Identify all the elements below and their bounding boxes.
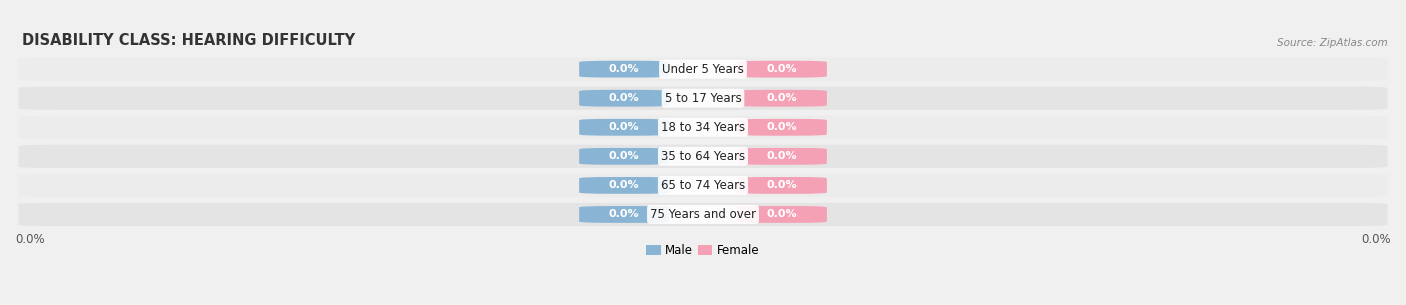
Text: 5 to 17 Years: 5 to 17 Years [665,92,741,105]
Text: 0.0%: 0.0% [609,93,640,103]
FancyBboxPatch shape [737,90,827,107]
Text: 0.0%: 0.0% [766,151,797,161]
FancyBboxPatch shape [579,61,669,77]
Text: 0.0%: 0.0% [766,180,797,190]
Text: 0.0%: 0.0% [609,122,640,132]
Legend: Male, Female: Male, Female [641,239,765,261]
Text: 0.0%: 0.0% [766,64,797,74]
FancyBboxPatch shape [18,58,1388,81]
FancyBboxPatch shape [737,148,827,165]
FancyBboxPatch shape [737,206,827,223]
FancyBboxPatch shape [18,174,1388,197]
Text: Source: ZipAtlas.com: Source: ZipAtlas.com [1278,38,1388,48]
Text: DISABILITY CLASS: HEARING DIFFICULTY: DISABILITY CLASS: HEARING DIFFICULTY [22,33,354,48]
Text: 35 to 64 Years: 35 to 64 Years [661,150,745,163]
FancyBboxPatch shape [737,119,827,136]
FancyBboxPatch shape [18,145,1388,168]
FancyBboxPatch shape [579,148,669,165]
FancyBboxPatch shape [18,87,1388,110]
Text: 18 to 34 Years: 18 to 34 Years [661,121,745,134]
FancyBboxPatch shape [579,206,669,223]
FancyBboxPatch shape [579,177,669,194]
FancyBboxPatch shape [737,61,827,77]
Text: 0.0%: 0.0% [766,210,797,220]
FancyBboxPatch shape [579,90,669,107]
Text: Under 5 Years: Under 5 Years [662,63,744,76]
Text: 65 to 74 Years: 65 to 74 Years [661,179,745,192]
Text: 0.0%: 0.0% [766,93,797,103]
Text: 0.0%: 0.0% [609,151,640,161]
FancyBboxPatch shape [737,177,827,194]
Text: 0.0%: 0.0% [609,180,640,190]
FancyBboxPatch shape [18,116,1388,139]
Text: 0.0%: 0.0% [766,122,797,132]
FancyBboxPatch shape [18,203,1388,226]
Text: 0.0%: 0.0% [609,210,640,220]
Text: 75 Years and over: 75 Years and over [650,208,756,221]
Text: 0.0%: 0.0% [15,233,45,246]
FancyBboxPatch shape [579,119,669,136]
Text: 0.0%: 0.0% [1361,233,1391,246]
Text: 0.0%: 0.0% [609,64,640,74]
